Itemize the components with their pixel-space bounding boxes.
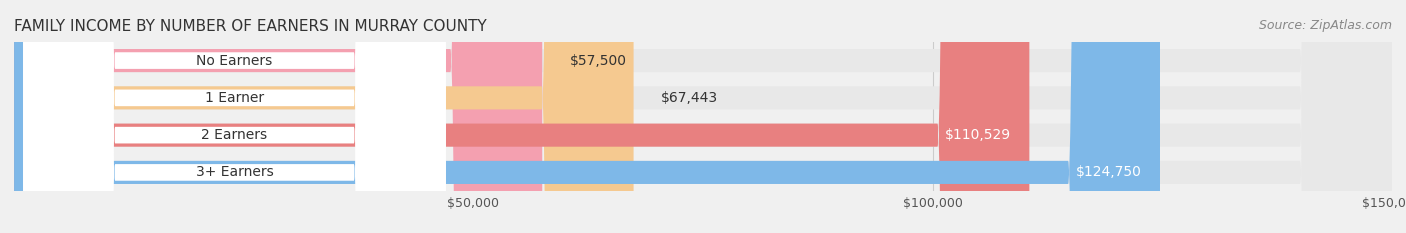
FancyBboxPatch shape (24, 0, 446, 233)
FancyBboxPatch shape (24, 0, 446, 233)
FancyBboxPatch shape (14, 0, 1160, 233)
FancyBboxPatch shape (14, 0, 543, 233)
FancyBboxPatch shape (14, 0, 1392, 233)
FancyBboxPatch shape (14, 0, 1029, 233)
FancyBboxPatch shape (24, 0, 446, 233)
Text: $57,500: $57,500 (569, 54, 627, 68)
Text: $67,443: $67,443 (661, 91, 718, 105)
Text: Source: ZipAtlas.com: Source: ZipAtlas.com (1258, 19, 1392, 32)
Text: FAMILY INCOME BY NUMBER OF EARNERS IN MURRAY COUNTY: FAMILY INCOME BY NUMBER OF EARNERS IN MU… (14, 19, 486, 34)
FancyBboxPatch shape (14, 0, 1392, 233)
Text: $124,750: $124,750 (1076, 165, 1142, 179)
Text: 3+ Earners: 3+ Earners (195, 165, 273, 179)
Text: No Earners: No Earners (197, 54, 273, 68)
FancyBboxPatch shape (14, 0, 1392, 233)
FancyBboxPatch shape (14, 0, 1392, 233)
FancyBboxPatch shape (24, 0, 446, 233)
Text: 2 Earners: 2 Earners (201, 128, 267, 142)
FancyBboxPatch shape (14, 0, 634, 233)
Text: 1 Earner: 1 Earner (205, 91, 264, 105)
Text: $110,529: $110,529 (945, 128, 1011, 142)
